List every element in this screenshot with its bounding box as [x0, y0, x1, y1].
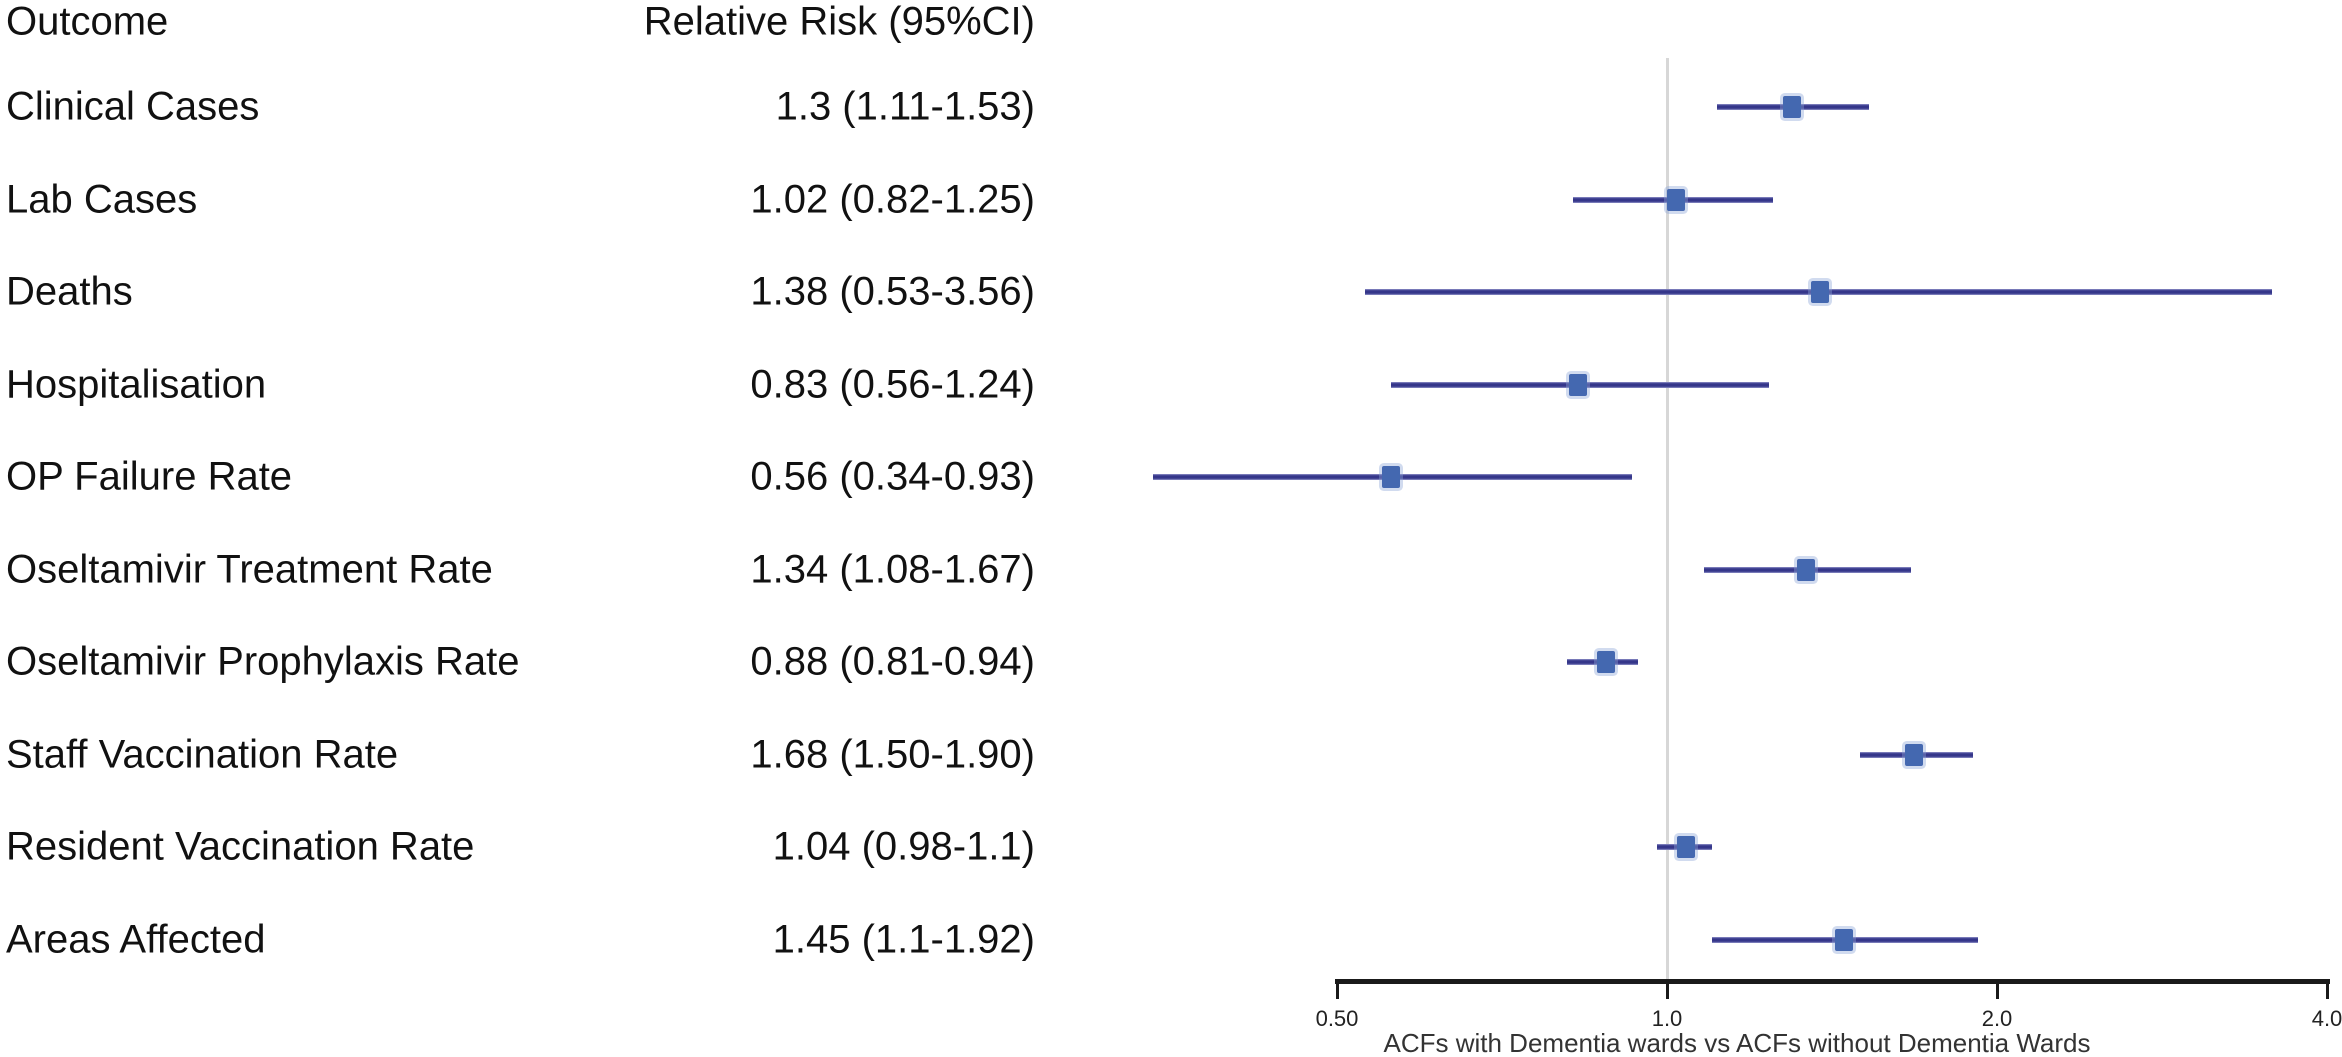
point-estimate-marker — [1569, 373, 1588, 396]
outcome-label: Staff Vaccination Rate — [6, 732, 399, 776]
x-axis-line — [1335, 979, 2330, 984]
outcome-label: Deaths — [6, 269, 133, 314]
point-estimate-marker — [1597, 651, 1616, 673]
rr-ci-value: 1.34 (1.08-1.67) — [750, 547, 1035, 591]
outcome-label: Areas Affected — [6, 917, 266, 961]
rr-ci-value: 1.3 (1.11-1.53) — [775, 84, 1035, 129]
outcome-label: Resident Vaccination Rate — [6, 824, 475, 869]
point-estimate-marker — [1904, 743, 1923, 766]
x-axis-tick-label: 2.0 — [1981, 1006, 2013, 1031]
outcome-label: Hospitalisation — [6, 362, 267, 406]
x-axis-tick-label: 0.50 — [1315, 1006, 1359, 1031]
x-axis-tick — [1335, 984, 1339, 999]
point-estimate-marker — [1667, 188, 1686, 211]
outcome-label: OP Failure Rate — [6, 454, 293, 499]
rr-ci-value: 0.83 (0.56-1.24) — [750, 362, 1035, 406]
x-axis-tick — [1665, 984, 1669, 999]
x-axis-tick-label: 1.0 — [1651, 1006, 1683, 1031]
rr-ci-value: 1.38 (0.53-3.56) — [750, 269, 1035, 314]
relative-risk-column-header: Relative Risk (95%CI) — [643, 0, 1035, 44]
x-axis-tick — [2325, 984, 2329, 999]
point-estimate-marker — [1834, 928, 1853, 951]
rr-ci-value: 0.56 (0.34-0.93) — [750, 454, 1035, 499]
reference-line-rr1 — [1665, 58, 1669, 981]
outcome-label: Clinical Cases — [6, 84, 260, 129]
outcome-label: Oseltamivir Prophylaxis Rate — [6, 639, 520, 684]
point-estimate-marker — [1676, 836, 1695, 858]
rr-ci-value: 1.04 (0.98-1.1) — [772, 824, 1035, 869]
rr-ci-value: 1.68 (1.50-1.90) — [750, 732, 1035, 776]
outcome-column-header: Outcome — [6, 0, 169, 44]
x-axis-tick-label: 4.0 — [2311, 1006, 2342, 1031]
x-axis-tick — [1995, 984, 1999, 999]
rr-ci-value: 1.45 (1.1-1.92) — [772, 917, 1035, 961]
x-axis-title: ACFs with Dementia wards vs ACFs without… — [1383, 1028, 2091, 1057]
outcome-label: Lab Cases — [6, 177, 198, 221]
outcome-label: Oseltamivir Treatment Rate — [6, 547, 493, 591]
point-estimate-marker — [1381, 466, 1400, 488]
point-estimate-marker — [1782, 96, 1801, 118]
rr-ci-value: 1.02 (0.82-1.25) — [750, 177, 1035, 221]
point-estimate-marker — [1797, 558, 1816, 581]
point-estimate-marker — [1811, 281, 1830, 303]
rr-ci-value: 0.88 (0.81-0.94) — [750, 639, 1035, 684]
